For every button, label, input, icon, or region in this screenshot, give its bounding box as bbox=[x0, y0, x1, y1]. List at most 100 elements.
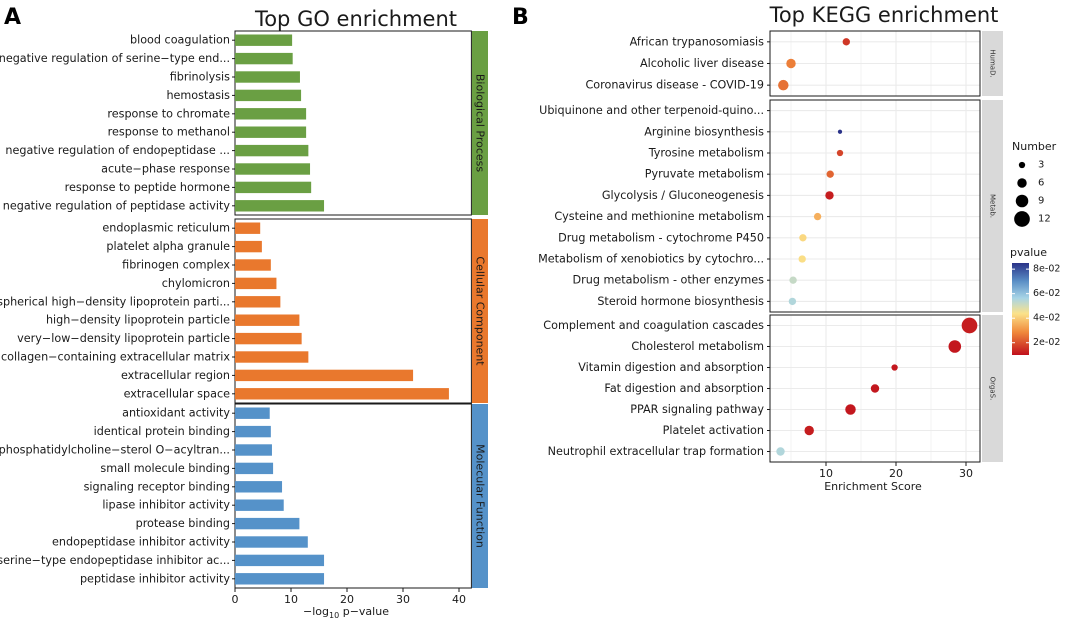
go-bar bbox=[235, 536, 308, 548]
size-legend-dot bbox=[1014, 211, 1030, 227]
go-category-label: fibrinogen complex bbox=[122, 259, 230, 272]
kegg-category-label: Coronavirus disease - COVID-19 bbox=[585, 79, 764, 92]
kegg-category-label: Drug metabolism - cytochrome P450 bbox=[558, 231, 764, 244]
go-category-label: response to peptide hormone bbox=[65, 181, 230, 194]
kegg-dot bbox=[948, 340, 962, 353]
go-bar bbox=[235, 240, 262, 253]
kegg-category-label: PPAR signaling pathway bbox=[630, 403, 764, 416]
kegg-category-label: Drug metabolism - other enzymes bbox=[573, 274, 765, 287]
kegg-facet-label: Metab. bbox=[989, 194, 997, 218]
size-legend-title: Number bbox=[1012, 140, 1057, 153]
go-category-label: response to methanol bbox=[108, 126, 230, 139]
kegg-category-label: Pyruvate metabolism bbox=[645, 168, 764, 181]
kegg-chart: HumaD. African trypanosomiasis Alcoholic l… bbox=[538, 30, 1003, 480]
kegg-panel-frame bbox=[769, 99, 981, 313]
go-category-label: endopeptidase inhibitor activity bbox=[52, 536, 230, 549]
go-bar bbox=[235, 554, 325, 567]
go-category-label: antioxidant activity bbox=[122, 407, 230, 420]
go-category-label: negative regulation of peptidase activit… bbox=[3, 199, 231, 212]
go-category-label: small molecule binding bbox=[100, 462, 230, 475]
size-legend-label: 9 bbox=[1038, 196, 1044, 207]
kegg-dot bbox=[776, 447, 785, 456]
go-category-label: spherical high−density lipoprotein parti… bbox=[0, 295, 230, 308]
kegg-category-label: African trypanosomiasis bbox=[630, 35, 765, 48]
go-facet-strip bbox=[472, 404, 488, 588]
kegg-dot bbox=[842, 38, 850, 46]
go-chart: Biological Process blood coagulation negat… bbox=[0, 30, 488, 606]
go-x-tick-label: 30 bbox=[396, 593, 410, 606]
kegg-category-label: Vitamin digestion and absorption bbox=[578, 361, 764, 374]
panel-label-b: B bbox=[512, 5, 529, 30]
legends: Number pvalue 3 6 9 12 2e-02 4e-02 6e-02 8e-02 bbox=[1010, 140, 1060, 355]
kegg-category-label: Arginine biosynthesis bbox=[644, 125, 764, 138]
go-facet-strip bbox=[472, 31, 488, 215]
kegg-facet-strip bbox=[982, 315, 1003, 462]
go-category-label: fibrinolysis bbox=[170, 71, 230, 84]
go-x-axis-label: −log10 p−value bbox=[303, 605, 389, 620]
go-bar bbox=[235, 277, 277, 290]
go-category-label: negative regulation of endopeptidase ... bbox=[5, 144, 230, 157]
go-bar bbox=[235, 517, 300, 530]
kegg-dot bbox=[845, 404, 856, 415]
go-bar bbox=[235, 388, 449, 400]
color-legend-label: 6e-02 bbox=[1033, 288, 1060, 299]
kegg-dot bbox=[837, 129, 843, 134]
go-x-tick-label: 10 bbox=[284, 593, 298, 606]
go-category-label: extracellular space bbox=[124, 387, 231, 400]
color-legend-label: 8e-02 bbox=[1033, 264, 1060, 275]
go-bar bbox=[235, 222, 261, 234]
kegg-dot bbox=[891, 364, 898, 371]
kegg-category-label: Cholesterol metabolism bbox=[631, 340, 764, 353]
kegg-dot bbox=[798, 255, 806, 263]
go-x-tick-label: 0 bbox=[232, 593, 239, 606]
size-legend-dot bbox=[1015, 194, 1029, 208]
kegg-dot bbox=[870, 384, 880, 393]
go-bar bbox=[235, 200, 325, 212]
kegg-dot bbox=[788, 297, 797, 306]
kegg-facet-strip bbox=[982, 100, 1003, 312]
kegg-dot bbox=[786, 58, 796, 69]
kegg-category-label: Ubiquinone and other terpenoid-quino... bbox=[539, 104, 764, 117]
go-bar bbox=[235, 52, 293, 65]
color-legend-label: 2e-02 bbox=[1033, 337, 1060, 348]
kegg-dot bbox=[825, 191, 834, 200]
size-legend-dot bbox=[1018, 161, 1026, 169]
panel-label-a: A bbox=[4, 5, 21, 30]
kegg-dot bbox=[961, 317, 978, 334]
go-x-tick-label: 20 bbox=[340, 593, 354, 606]
go-category-label: signaling receptor binding bbox=[84, 480, 230, 493]
go-category-label: identical protein binding bbox=[94, 425, 230, 438]
size-legend-label: 3 bbox=[1038, 160, 1044, 171]
go-bar bbox=[235, 444, 272, 456]
kegg-facet-label: OrgaS. bbox=[989, 377, 997, 401]
kegg-category-label: Steroid hormone biosynthesis bbox=[597, 295, 764, 308]
go-bar bbox=[235, 144, 309, 157]
go-category-label: chylomicron bbox=[162, 277, 230, 290]
go-facet-label: Cellular Component bbox=[474, 256, 487, 366]
go-category-label: hemostasis bbox=[166, 89, 230, 102]
go-category-label: endoplasmic reticulum bbox=[102, 222, 230, 235]
go-bar bbox=[235, 369, 414, 382]
go-bar bbox=[235, 481, 283, 493]
kegg-facet-label: HumaD. bbox=[989, 49, 997, 77]
go-category-label: extracellular region bbox=[121, 369, 230, 382]
go-facet-label: Molecular Function bbox=[474, 444, 487, 548]
go-bar bbox=[235, 351, 309, 363]
go-bar bbox=[235, 181, 312, 194]
kegg-dot bbox=[789, 276, 797, 284]
go-panel-frame bbox=[234, 30, 472, 216]
go-x-tick-label: 40 bbox=[452, 593, 466, 606]
size-legend-label: 12 bbox=[1038, 214, 1051, 225]
go-bar bbox=[235, 407, 270, 419]
size-legend-dot bbox=[1017, 178, 1027, 188]
go-facet-strip bbox=[472, 219, 488, 403]
size-legend-label: 6 bbox=[1038, 178, 1044, 189]
kegg-category-label: Cysteine and methionine metabolism bbox=[554, 210, 764, 223]
go-facet-label: Biological Process bbox=[474, 74, 487, 172]
kegg-category-label: Tyrosine metabolism bbox=[648, 147, 764, 160]
go-bar bbox=[235, 462, 274, 475]
go-category-label: phosphatidylcholine−sterol O−acyltran... bbox=[0, 444, 230, 457]
go-bar bbox=[235, 89, 302, 102]
kegg-dot bbox=[778, 79, 789, 91]
